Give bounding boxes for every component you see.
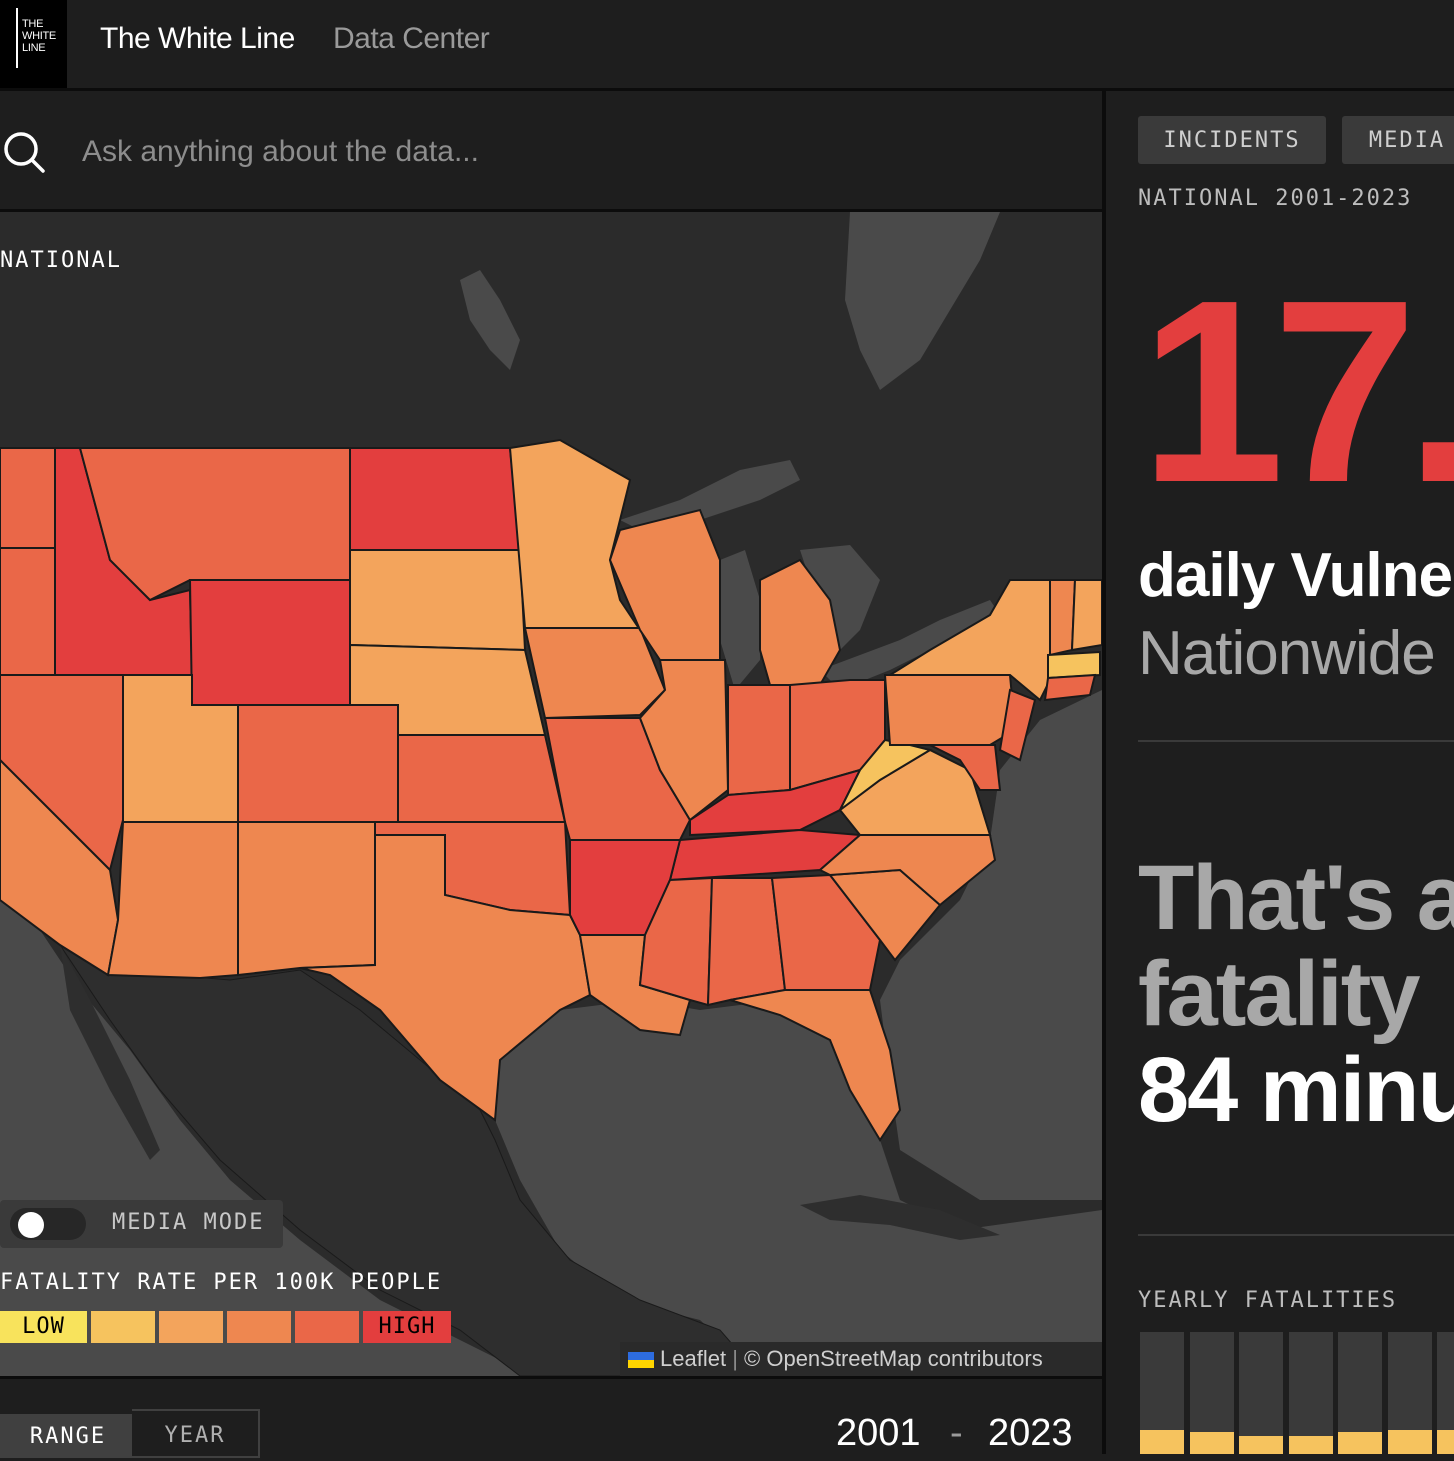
lake-superior (620, 460, 800, 530)
attribution-separator: | (732, 1346, 738, 1371)
legend-swatch-2 (91, 1311, 155, 1343)
comparison-line-3: 84 minu (1138, 1039, 1454, 1141)
yearly-bar[interactable] (1387, 1332, 1432, 1454)
comparison-line-2: fatality (1138, 943, 1421, 1045)
comparison-line-1: That's a (1138, 847, 1454, 949)
cuba (800, 1195, 1000, 1240)
tab-incidents[interactable]: INCIDENTS (1138, 116, 1326, 164)
baja (60, 945, 160, 1160)
state-arizona (106, 821, 239, 980)
state-new-mexico (237, 821, 376, 977)
yearly-bar[interactable] (1288, 1332, 1333, 1454)
toggle-knob[interactable] (18, 1212, 44, 1238)
site-logo[interactable]: THE WHITE LINE (0, 0, 67, 88)
legend-swatch-3 (159, 1311, 223, 1343)
legend-high-label: HIGH (378, 1314, 436, 1339)
stat-scope: NATIONAL 2001-2023 (1138, 186, 1413, 211)
yearly-bar-fill (1387, 1429, 1432, 1454)
legend-swatch-4 (227, 1311, 291, 1343)
state-massachusetts (1047, 650, 1101, 680)
state-south-dakota (349, 549, 527, 652)
yearly-bar[interactable] (1239, 1332, 1283, 1454)
state-iowa (523, 627, 667, 720)
state-washington (0, 447, 56, 549)
legend-title: FATALITY RATE PER 100K PEOPLE (0, 1270, 443, 1295)
yearly-bar-fill (1189, 1432, 1234, 1454)
yearly-bar-fill (1437, 1429, 1454, 1454)
yearly-bar-fill (1288, 1435, 1333, 1454)
tab-media[interactable]: MEDIA (1342, 116, 1454, 164)
yearly-bar[interactable] (1140, 1332, 1184, 1454)
lake-huron (800, 545, 880, 660)
stat-description: daily Vulne (1138, 541, 1453, 610)
state-north-dakota (349, 447, 522, 551)
year-end[interactable]: 2023 (988, 1412, 1073, 1454)
yearly-fatalities-title: YEARLY FATALITIES (1138, 1288, 1398, 1313)
state-illinois (638, 659, 730, 822)
state-georgia (770, 873, 882, 991)
year-range-dash: - (950, 1412, 963, 1454)
yearly-bar[interactable] (1437, 1332, 1454, 1454)
state-maryland-delaware (929, 744, 1002, 791)
legend-low-label: LOW (22, 1314, 65, 1339)
tab-range[interactable]: RANGE (0, 1414, 136, 1458)
map-view[interactable] (0, 212, 1102, 1376)
yearly-bar-fill (1239, 1435, 1283, 1454)
state-nevada (0, 674, 124, 872)
state-connecticut-ri (1043, 673, 1097, 702)
legend-swatch-high: HIGH (363, 1311, 451, 1343)
state-new-jersey (998, 688, 1037, 762)
legend-swatch-low: LOW (0, 1311, 87, 1343)
big-stat-value: 17. (1140, 247, 1454, 537)
search-icon[interactable] (2, 130, 46, 174)
yearly-bar[interactable] (1189, 1332, 1234, 1454)
logo-bar (16, 8, 18, 68)
state-pennsylvania (883, 674, 1017, 746)
state-kansas (397, 734, 567, 823)
lake-winnipeg (460, 270, 520, 370)
yearly-bar-fill (1140, 1429, 1184, 1454)
mexico (58, 943, 761, 1376)
us-states (0, 438, 1102, 1142)
pacific-ocean (0, 900, 520, 1376)
gulf-of-mexico (495, 1000, 1102, 1376)
state-michigan (759, 558, 842, 686)
yearly-bar[interactable] (1338, 1332, 1382, 1454)
stats-panel (1106, 91, 1454, 1454)
state-colorado (237, 704, 399, 823)
lake-erie-ontario (820, 600, 1000, 690)
state-texas (299, 834, 592, 1122)
divider-line (1138, 740, 1454, 742)
ukraine-flag-icon (628, 1352, 654, 1368)
state-vermont-nh (1049, 579, 1077, 657)
hudson-bay (845, 212, 1000, 390)
state-west-virginia (839, 738, 933, 811)
atlantic-ocean (880, 690, 1102, 1200)
region-label: NATIONAL (0, 248, 122, 273)
panel-divider (1102, 91, 1106, 1454)
map-attribution: Leaflet | © OpenStreetMap contributors (620, 1342, 1102, 1376)
media-mode-label: MEDIA MODE (112, 1210, 265, 1235)
legend-swatch-5 (295, 1311, 359, 1343)
brand-name[interactable]: The White Line (100, 22, 295, 55)
logo-text: THE WHITE LINE (22, 18, 56, 54)
tab-year[interactable]: YEAR (132, 1409, 260, 1458)
osm-link[interactable]: © OpenStreetMap contributors (744, 1346, 1043, 1371)
state-indiana (727, 684, 791, 797)
state-florida (729, 989, 902, 1142)
divider-line (1138, 1234, 1454, 1236)
app-header: THE WHITE LINE The White Line Data Center (0, 0, 1454, 91)
section-name: Data Center (333, 22, 490, 55)
state-maine (1070, 579, 1102, 652)
yearly-bar-fill (1338, 1432, 1382, 1454)
lake-michigan (720, 550, 760, 690)
leaflet-link[interactable]: Leaflet (660, 1346, 727, 1371)
search-input[interactable] (80, 126, 1064, 178)
year-start[interactable]: 2001 (836, 1412, 921, 1454)
state-wyoming (188, 579, 351, 706)
stat-scope-text: Nationwide (1138, 619, 1436, 688)
